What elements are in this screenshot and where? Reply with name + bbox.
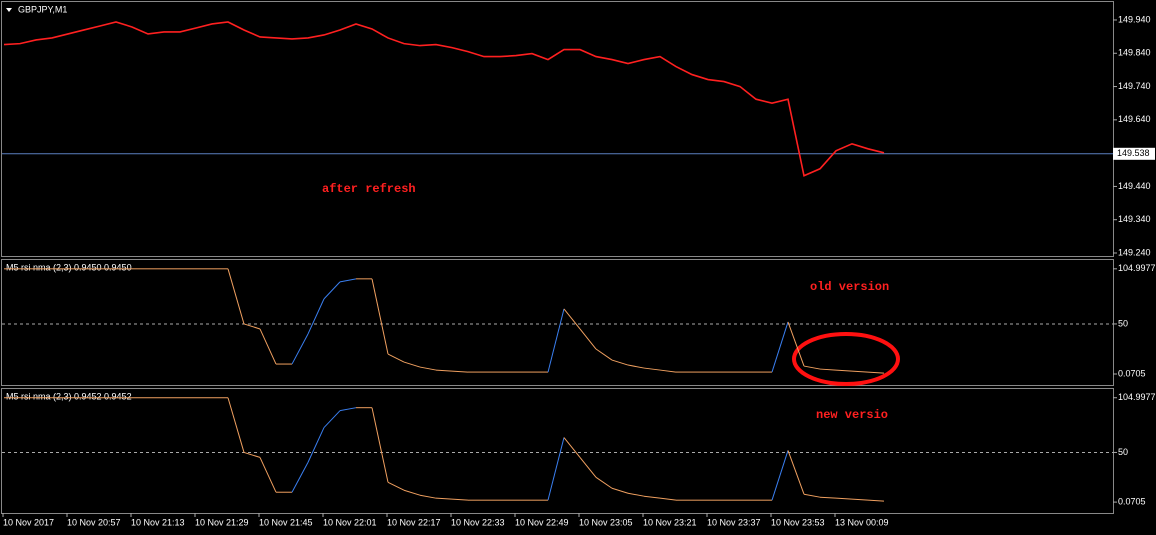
indicator-segment	[387, 353, 405, 363]
indicator-segment	[387, 481, 405, 491]
indicator-segment	[547, 437, 565, 501]
indicator-segment	[419, 494, 437, 499]
indicator-segment	[659, 369, 677, 373]
indicator-segment	[323, 410, 341, 428]
indicator-segment	[291, 462, 309, 493]
indicator-segment	[339, 278, 357, 283]
panel-title: GBPJPY,M1	[18, 4, 67, 14]
indicator-segment	[339, 407, 357, 412]
indicator-segment	[259, 457, 277, 493]
indicator-segment	[659, 497, 677, 501]
x-tick-label: 10 Nov 23:37	[707, 517, 761, 527]
indicator-segment	[835, 369, 853, 372]
indicator-segment	[851, 498, 869, 501]
y-tick-label: 149.740	[1118, 81, 1151, 91]
highlight-circle	[792, 332, 900, 386]
x-tick-label: 10 Nov 22:01	[323, 517, 377, 527]
indicator-segment	[803, 365, 821, 370]
current-price-label: 149.538	[1117, 148, 1150, 158]
x-tick-label: 10 Nov 22:49	[515, 517, 569, 527]
indicator-segment	[803, 493, 821, 498]
y-tick-label: 50	[1118, 447, 1128, 457]
x-tick-label: 10 Nov 20:57	[67, 517, 121, 527]
annotation: old version	[810, 280, 889, 294]
indicator-segment	[371, 407, 389, 483]
x-tick-label: 10 Nov 21:13	[131, 517, 185, 527]
indicator-segment	[819, 368, 837, 371]
y-tick-label: 149.240	[1118, 247, 1151, 257]
panel-title: M5 rsi nma (2,3) 0.9452 0.9452	[6, 391, 132, 401]
annotation: after refresh	[322, 182, 416, 196]
current-price-box	[1113, 147, 1155, 160]
indicator-panel	[1, 388, 1114, 514]
indicator-segment	[867, 499, 885, 502]
y-tick-label: 104.9977	[1118, 263, 1156, 273]
indicator-segment	[227, 397, 245, 453]
indicator-segment	[451, 370, 469, 373]
indicator-segment	[419, 366, 437, 371]
y-tick-label: 149.940	[1118, 14, 1151, 24]
indicator-segment	[595, 348, 613, 361]
x-tick-label: 10 Nov 22:33	[451, 517, 505, 527]
indicator-segment	[579, 328, 597, 350]
indicator-segment	[243, 323, 261, 330]
y-tick-label: 0.0705	[1118, 496, 1146, 506]
x-tick-label: 10 Nov 23:05	[579, 517, 633, 527]
indicator-segment	[643, 495, 661, 499]
indicator-segment	[307, 298, 325, 335]
x-tick-label: 10 Nov 21:45	[259, 517, 313, 527]
indicator-segment	[787, 321, 805, 367]
indicator-segment	[307, 427, 325, 463]
y-tick-label: 50	[1118, 318, 1128, 328]
indicator-segment	[371, 278, 389, 355]
y-tick-label: 0.0705	[1118, 368, 1146, 378]
price-line	[3, 21, 885, 177]
indicator-segment	[435, 497, 453, 500]
panel-title: M5 rsi nma (2,3) 0.9450 0.9450	[6, 262, 132, 272]
x-tick-label: 13 Nov 00:09	[835, 517, 889, 527]
indicator-segment	[227, 268, 245, 325]
annotation: new versio	[816, 408, 888, 422]
indicator-segment	[787, 450, 805, 495]
indicator-segment	[563, 308, 581, 330]
indicator-segment	[595, 476, 613, 489]
y-tick-label: 149.440	[1118, 181, 1151, 191]
x-tick-label: 10 Nov 21:29	[195, 517, 249, 527]
indicator-segment	[323, 281, 341, 300]
indicator-segment	[579, 457, 597, 478]
indicator-segment	[547, 308, 565, 373]
y-tick-label: 149.840	[1118, 48, 1151, 58]
price-panel	[1, 1, 1114, 257]
indicator-segment	[771, 450, 789, 501]
x-tick-label: 10 Nov 22:17	[387, 517, 441, 527]
y-tick-label: 149.640	[1118, 114, 1151, 124]
indicator-segment	[403, 489, 421, 496]
x-tick-label: 10 Nov 23:21	[643, 517, 697, 527]
indicator-panel	[1, 259, 1114, 386]
indicator-segment	[291, 333, 309, 365]
indicator-segment	[819, 496, 837, 499]
indicator-segment	[627, 364, 645, 369]
indicator-segment	[243, 451, 261, 458]
indicator-segment	[611, 359, 629, 366]
y-tick-label: 149.340	[1118, 214, 1151, 224]
indicator-segment	[851, 370, 869, 373]
indicator-segment	[835, 497, 853, 500]
indicator-segment	[435, 369, 453, 372]
indicator-segment	[771, 321, 789, 373]
indicator-segment	[259, 328, 277, 365]
indicator-segment	[627, 492, 645, 497]
indicator-segment	[563, 437, 581, 458]
indicator-segment	[611, 487, 629, 494]
menu-arrow[interactable]	[6, 8, 12, 12]
indicator-segment	[451, 498, 469, 501]
indicator-segment	[643, 367, 661, 371]
y-tick-label: 104.9977	[1118, 392, 1156, 402]
indicator-segment	[403, 361, 421, 368]
x-tick-label: 10 Nov 2017	[3, 517, 54, 527]
x-tick-label: 10 Nov 23:53	[771, 517, 825, 527]
indicator-segment	[867, 371, 885, 374]
